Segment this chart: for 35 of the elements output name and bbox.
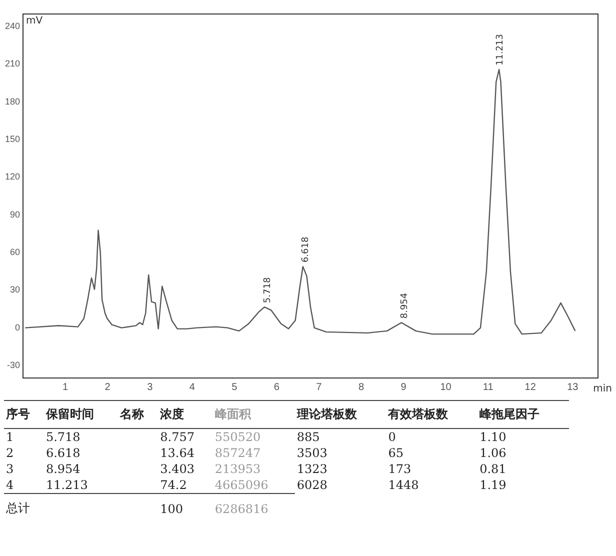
x-tick-label: 9 (400, 382, 407, 393)
x-tick-label: 13 (567, 382, 579, 393)
y-axis-title: mV (26, 16, 43, 27)
x-axis-title: min (593, 384, 612, 395)
x-tick-label: 10 (440, 382, 452, 393)
y-tick-label: 120 (4, 172, 20, 182)
x-tick-label: 2 (104, 382, 111, 393)
text: 4 11.213 74.2 4665096 6028 1448 1.19 (6, 478, 506, 492)
x-tick-label: 3 (147, 382, 154, 393)
x-tick-label: 1 (62, 382, 69, 393)
y-tick-label: 0 (15, 322, 20, 332)
y-tick-label: 150 (4, 134, 20, 144)
x-tick-label: 11 (482, 382, 494, 393)
annotation: 8.954 (400, 292, 410, 319)
y-tick-label: 60 (10, 246, 20, 257)
annotation: 11.213 (495, 34, 506, 66)
x-tick-label: 6 (274, 382, 280, 393)
text: 3 8.954 3.403 213953 1323 173 0.81 (6, 462, 506, 476)
y-tick-label: 90 (10, 209, 20, 220)
x-tick-label: 12 (524, 382, 536, 393)
x-tick-label: 8 (358, 382, 364, 393)
annotation: 5.718 (263, 277, 274, 304)
y-tick-label: 210 (4, 58, 20, 69)
text: 2 6.618 13.64 857247 3503 65 1.06 (6, 446, 506, 460)
y-tick-label: 30 (10, 284, 20, 295)
y-tick-label: -30 (7, 360, 20, 370)
x-tick-label: 7 (316, 382, 322, 393)
text: 1 5.718 8.757 550520 885 0 1.10 (6, 430, 506, 444)
annotation: 6.618 (301, 236, 312, 263)
y-tick-label: 180 (4, 96, 20, 106)
text: 总计 100 6286816 (6, 501, 268, 516)
y-tick-label: 240 (4, 21, 20, 32)
x-tick-label: 5 (232, 382, 238, 393)
text: 序号 保留时间 名称 浓度 峰面积 理论塔板数 有效塔板数 峰拖尾因子 (6, 407, 540, 421)
x-tick-label: 4 (189, 382, 196, 393)
